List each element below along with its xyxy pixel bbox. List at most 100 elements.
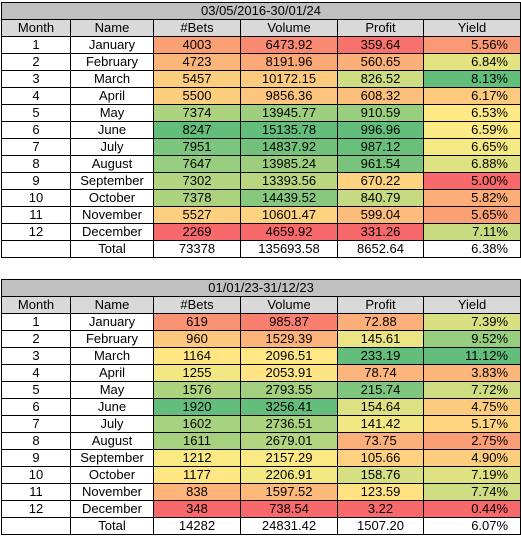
data-row: 6 June 1920 3256.41 154.64 4.75% bbox=[1, 398, 521, 416]
profit-cell: 359.64 bbox=[337, 36, 424, 54]
volume-cell: 985.87 bbox=[240, 313, 338, 331]
column-header: Month bbox=[1, 296, 71, 314]
table-title: 01/01/23-31/12/23 bbox=[0, 279, 521, 297]
name-cell: July bbox=[70, 138, 154, 156]
yield-cell: 7.39% bbox=[422, 313, 521, 331]
column-header: Yield bbox=[422, 296, 521, 314]
yield-cell: 7.11% bbox=[423, 223, 521, 241]
data-row: 4 April 5500 9856.36 608.32 6.17% bbox=[1, 87, 521, 105]
name-cell: September bbox=[70, 172, 154, 190]
month-cell: 3 bbox=[1, 70, 71, 88]
total-row: Total 73378 135693.58 8652.64 6.38% bbox=[1, 240, 521, 258]
data-row: 1 January 619 985.87 72.88 7.39% bbox=[1, 313, 521, 331]
volume-cell: 10172.15 bbox=[240, 70, 338, 88]
bets-cell: 5457 bbox=[153, 70, 241, 88]
volume-cell: 6473.92 bbox=[240, 36, 338, 54]
month-cell: 12 bbox=[1, 223, 71, 241]
data-row: 4 April 1255 2053.91 78.74 3.83% bbox=[1, 364, 521, 382]
profit-cell: 560.65 bbox=[337, 53, 424, 71]
name-cell: December bbox=[70, 500, 154, 518]
profit-cell: 158.76 bbox=[337, 466, 424, 484]
table-block: 03/05/2016-30/01/24 Month Name #Bets Volume P… bbox=[1, 2, 521, 258]
name-cell: January bbox=[70, 36, 154, 54]
month-cell: 4 bbox=[1, 87, 71, 105]
volume-cell: 8191.96 bbox=[240, 53, 338, 71]
profit-cell: 141.42 bbox=[337, 415, 424, 433]
data-row: 5 May 7374 13945.77 910.59 6.53% bbox=[1, 104, 521, 122]
volume-cell: 14439.52 bbox=[240, 189, 338, 207]
table-title: 03/05/2016-30/01/24 bbox=[1, 2, 521, 20]
profit-cell: 145.61 bbox=[337, 330, 424, 348]
yield-cell: 0.44% bbox=[422, 500, 521, 518]
name-cell: March bbox=[70, 70, 154, 88]
name-cell: September bbox=[70, 449, 154, 467]
name-cell: October bbox=[70, 466, 154, 484]
volume-cell: 10601.47 bbox=[240, 206, 338, 224]
bets-cell: 7951 bbox=[153, 138, 241, 156]
name-cell: January bbox=[70, 313, 154, 331]
volume-cell: 1529.39 bbox=[240, 330, 338, 348]
yield-cell: 5.56% bbox=[423, 36, 521, 54]
volume-cell: 2679.01 bbox=[240, 432, 338, 450]
yield-cell: 8.13% bbox=[423, 70, 521, 88]
month-cell: 11 bbox=[1, 206, 71, 224]
month-cell: 9 bbox=[1, 449, 71, 467]
yield-cell: 6.88% bbox=[423, 155, 521, 173]
column-header: #Bets bbox=[153, 296, 241, 314]
name-cell: November bbox=[70, 206, 154, 224]
month-cell: 12 bbox=[1, 500, 71, 518]
yield-cell: 7.72% bbox=[422, 381, 521, 399]
profit-cell: 3.22 bbox=[337, 500, 424, 518]
yield-cell: 4.75% bbox=[422, 398, 521, 416]
total-cell: 14282 bbox=[153, 517, 241, 535]
yield-cell: 6.53% bbox=[423, 104, 521, 122]
volume-cell: 3256.41 bbox=[240, 398, 338, 416]
name-cell: May bbox=[70, 381, 154, 399]
data-row: 11 November 838 1597.52 123.59 7.74% bbox=[1, 483, 521, 501]
column-header: #Bets bbox=[153, 19, 241, 37]
total-cell: 6.38% bbox=[423, 240, 521, 258]
total-row: Total 14282 24831.42 1507.20 6.07% bbox=[1, 517, 521, 535]
volume-cell: 738.54 bbox=[240, 500, 338, 518]
yield-cell: 5.17% bbox=[422, 415, 521, 433]
name-cell: August bbox=[70, 432, 154, 450]
total-label: Total bbox=[70, 240, 154, 258]
bets-cell: 5527 bbox=[153, 206, 241, 224]
volume-cell: 9856.36 bbox=[240, 87, 338, 105]
bets-cell: 1920 bbox=[153, 398, 241, 416]
data-row: 12 December 2269 4659.92 331.26 7.11% bbox=[1, 223, 521, 241]
name-cell: October bbox=[70, 189, 154, 207]
month-cell: 9 bbox=[1, 172, 71, 190]
header-row: Month Name #Bets Volume Profit Yield bbox=[1, 19, 521, 37]
name-cell: November bbox=[70, 483, 154, 501]
column-header: Name bbox=[70, 296, 154, 314]
bets-cell: 838 bbox=[153, 483, 241, 501]
data-row: 1 January 4003 6473.92 359.64 5.56% bbox=[1, 36, 521, 54]
bets-cell: 1576 bbox=[153, 381, 241, 399]
bets-cell: 960 bbox=[153, 330, 241, 348]
total-cell: 24831.42 bbox=[240, 517, 338, 535]
column-header: Volume bbox=[240, 19, 338, 37]
yield-cell: 4.90% bbox=[422, 449, 521, 467]
bets-cell: 1255 bbox=[153, 364, 241, 382]
month-cell: 11 bbox=[1, 483, 71, 501]
column-header: Yield bbox=[423, 19, 521, 37]
bets-cell: 1212 bbox=[153, 449, 241, 467]
month-cell: 1 bbox=[1, 36, 71, 54]
yield-cell: 7.19% bbox=[422, 466, 521, 484]
column-header: Profit bbox=[337, 19, 424, 37]
data-row: 11 November 5527 10601.47 599.04 5.65% bbox=[1, 206, 521, 224]
bets-cell: 5500 bbox=[153, 87, 241, 105]
bets-cell: 348 bbox=[153, 500, 241, 518]
volume-cell: 14837.92 bbox=[240, 138, 338, 156]
month-cell: 6 bbox=[1, 398, 71, 416]
volume-cell: 2053.91 bbox=[240, 364, 338, 382]
column-header: Volume bbox=[240, 296, 338, 314]
name-cell: March bbox=[70, 347, 154, 365]
month-cell: 6 bbox=[1, 121, 71, 139]
profit-cell: 72.88 bbox=[337, 313, 424, 331]
total-label: Total bbox=[70, 517, 154, 535]
volume-cell: 2206.91 bbox=[240, 466, 338, 484]
month-cell: 5 bbox=[1, 104, 71, 122]
bets-cell: 1611 bbox=[153, 432, 241, 450]
